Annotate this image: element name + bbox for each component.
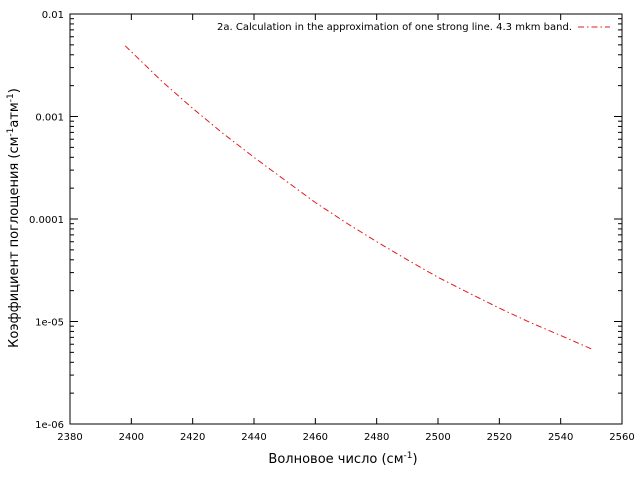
x-tick-label: 2540 [548, 432, 573, 443]
y-tick-label: 0.0001 [29, 215, 64, 226]
y-tick-label: 0.001 [35, 113, 64, 124]
x-tick-label: 2560 [609, 432, 634, 443]
x-axis-label: Волновое число (см-1) [268, 451, 417, 467]
y-axis-ticks: 1e-06 1e-05 0.0001 0.001 0.01 [29, 10, 622, 431]
x-axis-ticks: 2380 2400 2420 2440 2460 2480 2500 2520 2540 2560 [57, 14, 635, 443]
x-tick-label: 2520 [487, 432, 512, 443]
x-tick-label: 2380 [57, 432, 82, 443]
series-layer [124, 45, 592, 350]
y-axis-label: Коэффициент поглощения (см-1атм-1) [6, 88, 22, 348]
plot-frame [69, 13, 623, 425]
y-tick-label: 1e-06 [35, 420, 64, 431]
series-line [124, 45, 592, 350]
x-tick-label: 2480 [364, 432, 389, 443]
y-tick-label: 0.01 [42, 10, 64, 21]
legend-label: 2a. Calculation in the approximation of … [217, 22, 572, 33]
x-tick-label: 2420 [180, 432, 205, 443]
x-tick-label: 2440 [241, 432, 266, 443]
y-tick-label: 1e-05 [35, 318, 64, 329]
x-tick-label: 2400 [119, 432, 144, 443]
x-tick-label: 2500 [425, 432, 450, 443]
x-tick-label: 2460 [303, 432, 328, 443]
